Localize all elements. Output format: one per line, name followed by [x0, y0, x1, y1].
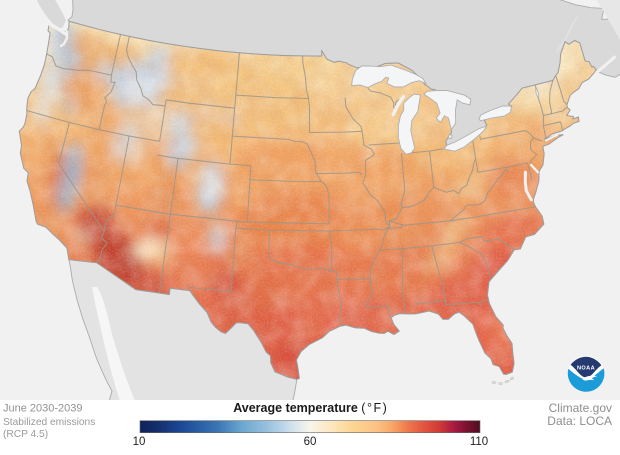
svg-text:NOAA: NOAA	[577, 365, 595, 371]
svg-text:Climate.gov: Climate.gov	[549, 401, 612, 415]
svg-text:Average temperature (°F): Average temperature (° F)	[233, 401, 387, 415]
svg-text:110: 110	[470, 436, 488, 448]
svg-text:60: 60	[304, 436, 317, 448]
svg-text:Stabilized emissions: Stabilized emissions	[3, 417, 95, 428]
svg-text:(RCP 4.5): (RCP 4.5)	[3, 429, 48, 440]
svg-text:10: 10	[133, 436, 146, 448]
svg-text:June 2030-2039: June 2030-2039	[3, 403, 83, 415]
svg-text:Data: LOCA: Data: LOCA	[547, 414, 612, 428]
